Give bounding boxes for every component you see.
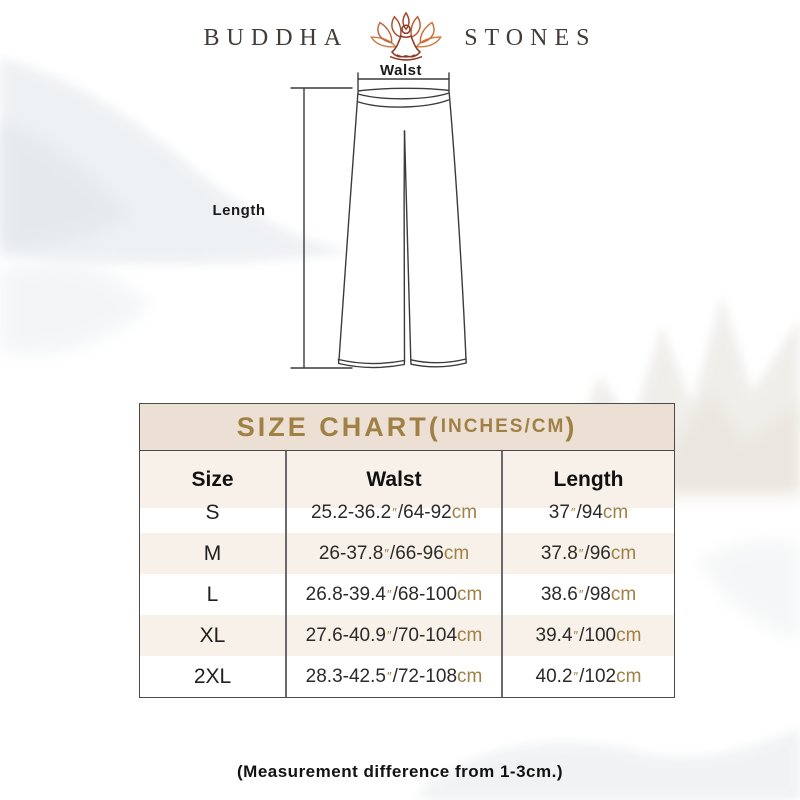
cm-unit: cm — [457, 583, 483, 605]
inch-mark: ″ — [392, 505, 397, 520]
size-chart-table: SIZE CHART(INCHES/CM) Size Walst Length … — [139, 403, 675, 698]
length-value: 39.4 ″/100 cm — [501, 615, 674, 656]
length-value: 37 ″/94 cm — [501, 492, 674, 533]
waist-dimension-label: Walst — [380, 62, 422, 79]
cm-unit: cm — [610, 583, 637, 605]
size-chart-title: SIZE CHART(INCHES/CM) — [139, 403, 675, 451]
length-value: 38.6 ″/98 cm — [501, 574, 674, 615]
inch-mark: ″ — [573, 628, 579, 643]
cm-unit: cm — [602, 501, 629, 523]
inch-mark: ″ — [384, 546, 389, 561]
cm-unit: cm — [451, 501, 478, 523]
size-value: 2XL — [193, 664, 232, 688]
column-header-size: Size — [140, 451, 285, 508]
waist-value: 27.6-40.9 ″/70-104 cm — [285, 615, 501, 656]
waist-value: 26-37.8 ″/66-96 cm — [285, 533, 501, 574]
title-units: INCHES/CM — [440, 416, 566, 437]
size-value: L — [206, 582, 219, 606]
inch-mark: ″ — [573, 669, 579, 684]
cm-unit: cm — [616, 665, 642, 687]
size-value: XL — [140, 615, 285, 656]
inch-mark: ″ — [386, 587, 392, 602]
brand-header: BUDDHA STONES — [0, 10, 800, 66]
size-value: S — [205, 500, 220, 524]
inch-mark: ″ — [578, 587, 584, 602]
waist-value: 26.8-39.4 ″/68-100 cm — [285, 574, 501, 615]
cm-unit: cm — [443, 542, 470, 564]
cm-unit: cm — [457, 624, 483, 646]
title-close-paren: ) — [565, 411, 578, 442]
length-value: 37.8 ″/96 cm — [501, 533, 674, 574]
inch-mark: ″ — [386, 669, 392, 684]
size-chart-grid: Size Walst Length S 25.2-36.2 ″/64-92 cm 3… — [139, 451, 675, 698]
column-header-waist: Walst — [285, 451, 501, 508]
length-value: 40.2 ″/102 cm — [501, 656, 674, 697]
cm-unit: cm — [457, 665, 483, 687]
waist-value: 25.2-36.2 ″/64-92 cm — [285, 492, 501, 533]
brand-word-buddha: BUDDHA — [203, 24, 349, 51]
inch-mark: ″ — [578, 546, 584, 561]
cm-unit: cm — [616, 624, 642, 646]
column-header-length: Length — [501, 451, 674, 508]
pants-line-drawing — [290, 72, 467, 369]
size-value: M — [140, 533, 285, 574]
brand-word-stones: STONES — [464, 24, 597, 51]
title-main: SIZE CHART( — [236, 411, 441, 442]
cm-unit: cm — [610, 542, 637, 564]
lotus-logo-icon — [370, 11, 443, 61]
waist-value: 28.3-42.5 ″/72-108 cm — [285, 656, 501, 697]
length-dimension-label: Length — [212, 202, 266, 219]
measurement-note: (Measurement difference from 1-3cm.) — [237, 762, 563, 781]
inch-mark: ″ — [386, 628, 392, 643]
inch-mark: ″ — [570, 505, 576, 520]
